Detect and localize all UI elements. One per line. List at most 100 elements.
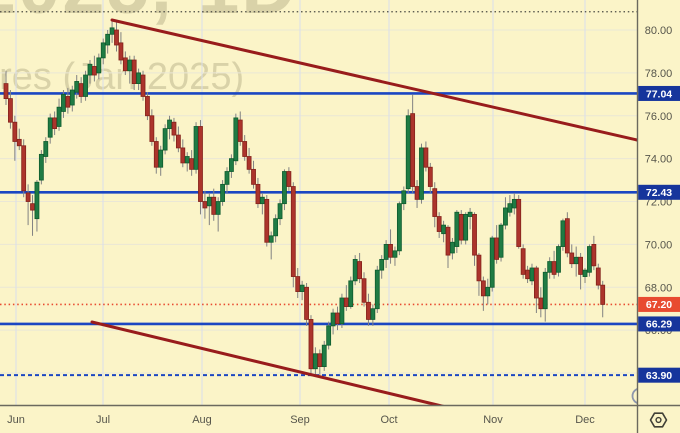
candle-body: [149, 115, 155, 142]
month-tick-label: Nov: [483, 414, 503, 426]
candle-body: [348, 280, 354, 307]
candle-body: [69, 89, 75, 106]
candle-body: [485, 286, 491, 297]
candle-body: [458, 213, 464, 241]
candle-body: [419, 147, 424, 200]
candle-body: [520, 248, 526, 275]
candle-body: [432, 188, 438, 217]
candle-body: [198, 126, 203, 202]
last-price-label: [638, 296, 680, 312]
candle-body: [184, 156, 190, 164]
candle-body: [551, 261, 557, 275]
candle-body: [153, 141, 159, 168]
candle-body: [43, 141, 49, 157]
candle-body: [211, 196, 217, 215]
candle-body: [503, 207, 508, 226]
candle-body: [109, 27, 115, 35]
candle-body: [175, 134, 181, 149]
candle-body: [233, 117, 239, 162]
candle-body: [511, 198, 517, 209]
candle-body: [573, 256, 579, 265]
candle-body: [114, 29, 119, 46]
candle-body: [507, 203, 513, 213]
candle-body: [38, 153, 44, 181]
candle-body: [61, 93, 66, 112]
candle-body: [224, 171, 230, 185]
trendline-drawing[interactable]: [90, 320, 452, 410]
price-axis-strip[interactable]: [637, 0, 680, 433]
candle-body: [127, 59, 133, 72]
price-label-text: 77.04: [646, 88, 672, 100]
candle-body: [330, 312, 336, 327]
candle-body: [538, 297, 544, 310]
price-tick-label: 68.00: [645, 282, 673, 294]
candle-body: [308, 319, 314, 370]
candle-body: [215, 201, 221, 215]
candle-body: [445, 226, 451, 256]
candle-body: [246, 156, 252, 170]
candle-body: [277, 203, 283, 220]
candle-body: [202, 201, 208, 209]
candle-body: [410, 113, 416, 187]
candle-body: [78, 83, 84, 97]
candle-body: [379, 259, 385, 271]
candle-body: [582, 269, 588, 277]
candle-body: [162, 128, 168, 151]
candle-body: [167, 119, 172, 130]
candle-body: [304, 286, 309, 320]
candle-body: [494, 237, 500, 260]
candle-body: [286, 171, 292, 187]
candle-body: [259, 196, 265, 205]
candle-body: [122, 57, 128, 72]
candle-body: [140, 74, 146, 97]
candle-body: [374, 269, 380, 310]
candle-body: [25, 192, 31, 202]
month-tick-label: Jul: [96, 414, 110, 426]
candle-body: [450, 241, 455, 254]
candle-body: [65, 96, 71, 108]
price-label-text: 66.29: [646, 319, 672, 331]
candle-body: [74, 81, 80, 93]
candle-body: [145, 96, 150, 117]
candle-body: [454, 211, 460, 247]
candle-body: [392, 250, 398, 258]
candle-body: [339, 297, 345, 325]
candle-body: [12, 121, 18, 142]
candle-body: [299, 284, 305, 292]
price-scale-settings-icon[interactable]: [649, 412, 668, 428]
candle-body: [171, 121, 177, 136]
candle-body: [591, 243, 597, 267]
candle-body: [361, 278, 367, 303]
candle-body: [312, 353, 318, 370]
candle-body: [251, 168, 256, 185]
level-price-label: [638, 316, 680, 332]
candle-body: [105, 33, 111, 46]
candle-body: [414, 186, 420, 200]
candle-body: [282, 171, 287, 205]
candle-body: [180, 147, 186, 164]
candle-body: [317, 353, 323, 368]
candle-body: [255, 183, 261, 205]
candle-body: [273, 218, 279, 237]
month-tick-label: Sep: [290, 414, 310, 426]
candle-body: [489, 237, 495, 288]
candle-body: [47, 117, 53, 138]
level-price-label: [638, 367, 680, 383]
candle-body: [83, 74, 88, 97]
candle-body: [352, 259, 358, 282]
month-tick-label: Oct: [380, 414, 397, 426]
candle-body: [8, 98, 13, 123]
candle-body: [264, 198, 270, 243]
trendline-drawing[interactable]: [110, 18, 639, 142]
candle-body: [498, 224, 504, 258]
candle-body: [472, 213, 477, 256]
candle-body: [547, 261, 553, 273]
candle-body: [118, 42, 124, 61]
candle-body: [30, 203, 35, 211]
candle-body: [158, 149, 164, 168]
price-tick-label: 76.00: [645, 111, 673, 123]
price-scale-settings-icon-dot: [655, 416, 662, 424]
time-axis-strip[interactable]: [0, 405, 680, 433]
